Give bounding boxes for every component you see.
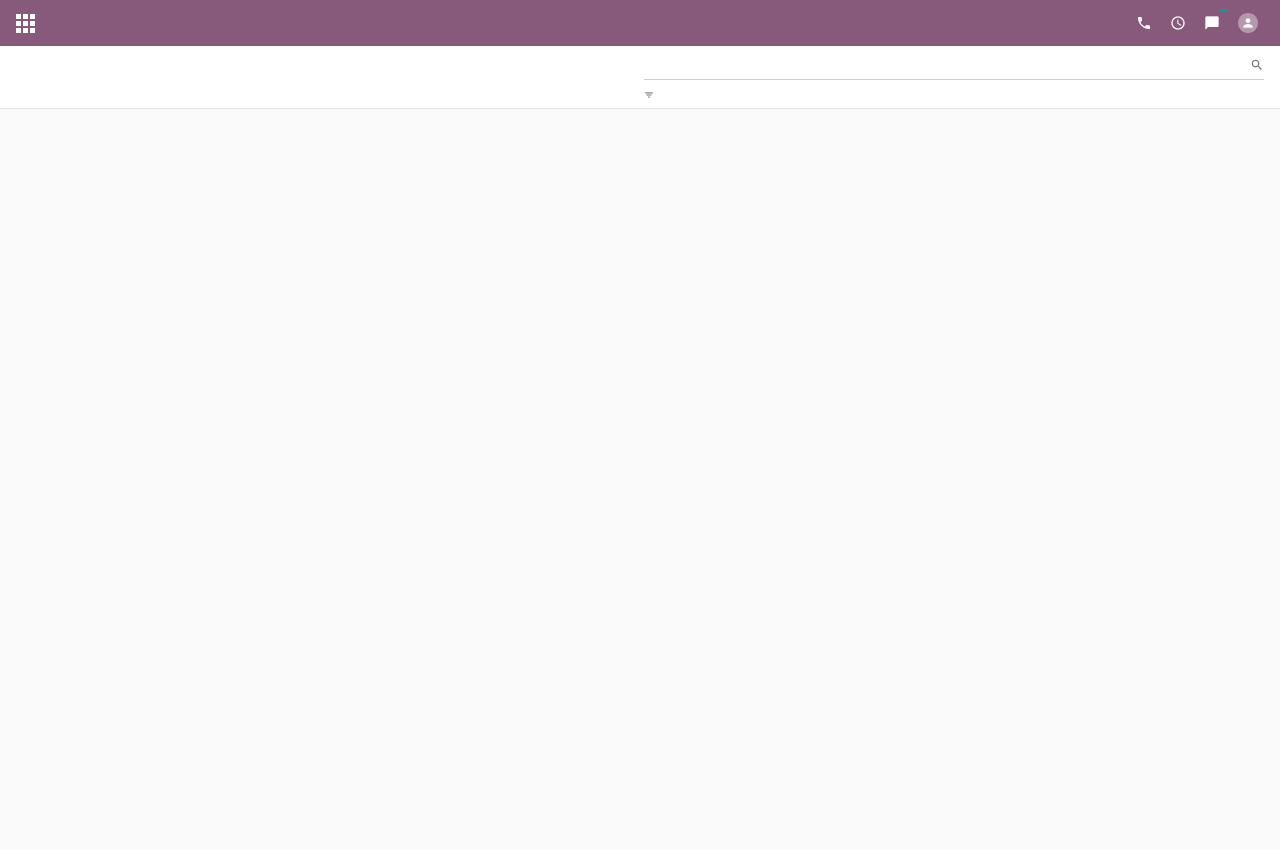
navbar-right — [1136, 13, 1264, 33]
messages-badge — [1220, 9, 1228, 11]
clock-icon[interactable] — [1170, 15, 1186, 31]
navbar-left — [16, 14, 99, 33]
user-menu[interactable] — [1238, 13, 1264, 33]
search-icon[interactable] — [1250, 58, 1264, 76]
control-panel — [0, 46, 1280, 109]
cp-row-2 — [16, 90, 1264, 108]
funnel-icon — [644, 90, 654, 100]
search-input[interactable] — [644, 56, 1264, 80]
filters-button[interactable] — [644, 90, 654, 100]
phone-icon[interactable] — [1136, 15, 1152, 31]
avatar-icon — [1238, 13, 1258, 33]
navbar — [0, 0, 1280, 46]
cp-row-1 — [16, 56, 1264, 80]
apps-launcher-icon[interactable] — [16, 14, 35, 33]
filter-group — [644, 90, 654, 100]
cp-right-controls — [644, 90, 1264, 100]
search-wrap — [644, 56, 1264, 80]
messages-icon[interactable] — [1204, 15, 1220, 31]
